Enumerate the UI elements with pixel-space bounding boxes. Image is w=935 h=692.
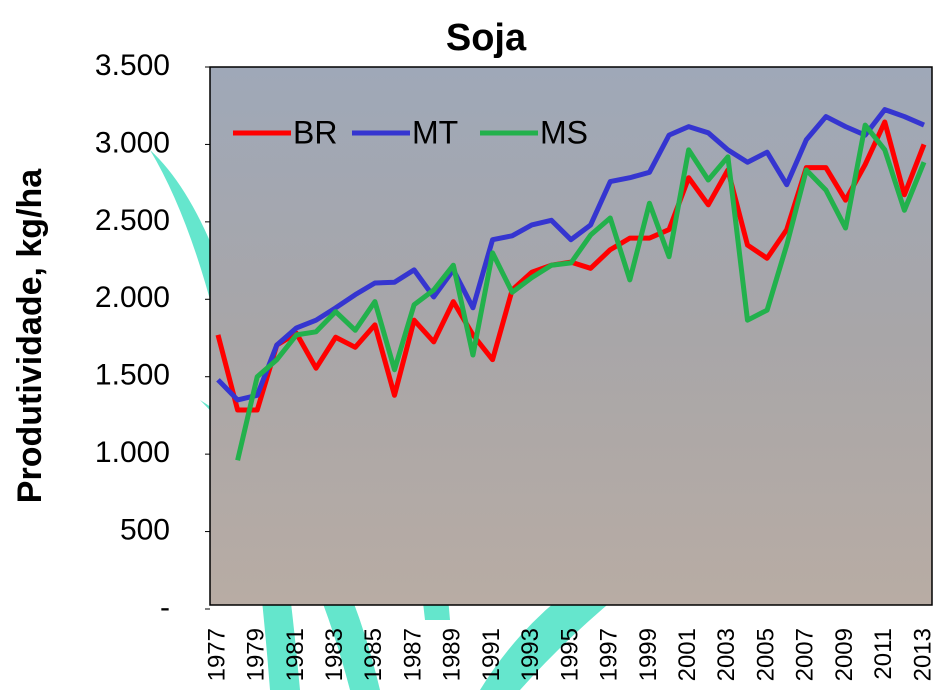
x-tick-label: 2005 — [752, 628, 779, 681]
x-tick-label: 2007 — [792, 628, 819, 681]
series-line — [235, 122, 927, 461]
y-axis-label: Produtividade, kg/ha — [11, 168, 49, 503]
x-tick-label: 1997 — [596, 628, 623, 681]
x-tick-label: 1989 — [439, 628, 466, 681]
x-tick-label: 1977 — [203, 628, 230, 681]
y-tick-label: 3.000 — [95, 126, 170, 159]
y-tick-label: 1.000 — [95, 436, 170, 469]
x-tick-label: 1987 — [399, 628, 426, 681]
x-tick-label: 1979 — [243, 628, 270, 681]
x-tick-label: 2001 — [674, 628, 701, 681]
x-tick-label: 1995 — [556, 628, 583, 681]
y-tick-label: 1.500 — [95, 359, 170, 392]
y-tick-label: 2.500 — [95, 204, 170, 237]
legend-label: MT — [412, 114, 458, 150]
x-tick-label: 2013 — [909, 628, 935, 681]
legend-label: BR — [293, 114, 337, 150]
x-tick-label: 2009 — [831, 628, 858, 681]
legend-label: MS — [540, 114, 588, 150]
x-tick-label: 1999 — [635, 628, 662, 681]
x-tick-label: 1993 — [517, 628, 544, 681]
y-tick-label: 2.000 — [95, 281, 170, 314]
x-tick-label: 2003 — [713, 628, 740, 681]
x-tick-label: 1985 — [360, 628, 387, 681]
y-tick-label: 500 — [120, 513, 170, 546]
series-line — [216, 107, 925, 403]
y-tick-label: 3.500 — [95, 49, 170, 82]
y-tick-label: - — [160, 591, 170, 624]
x-tick-label: 1981 — [282, 628, 309, 681]
chart-title: Soja — [446, 17, 527, 59]
x-tick-label: 2011 — [870, 628, 897, 680]
plot-area — [209, 66, 933, 606]
x-tick-label: 1991 — [478, 628, 505, 681]
x-tick-label: 1983 — [321, 628, 348, 681]
